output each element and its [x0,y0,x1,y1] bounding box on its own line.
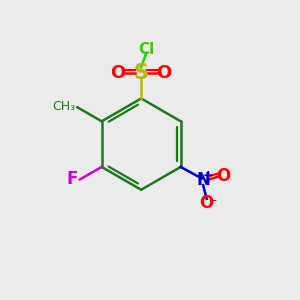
Text: O: O [111,64,126,82]
Text: +: + [202,169,213,182]
Text: O: O [200,194,214,212]
Text: O: O [157,64,172,82]
Text: S: S [134,63,149,83]
Text: N: N [196,171,210,189]
Text: ⁻: ⁻ [209,196,217,210]
Text: CH₃: CH₃ [52,100,75,113]
Text: Cl: Cl [138,42,154,57]
Text: O: O [217,167,231,185]
Text: F: F [66,170,78,188]
